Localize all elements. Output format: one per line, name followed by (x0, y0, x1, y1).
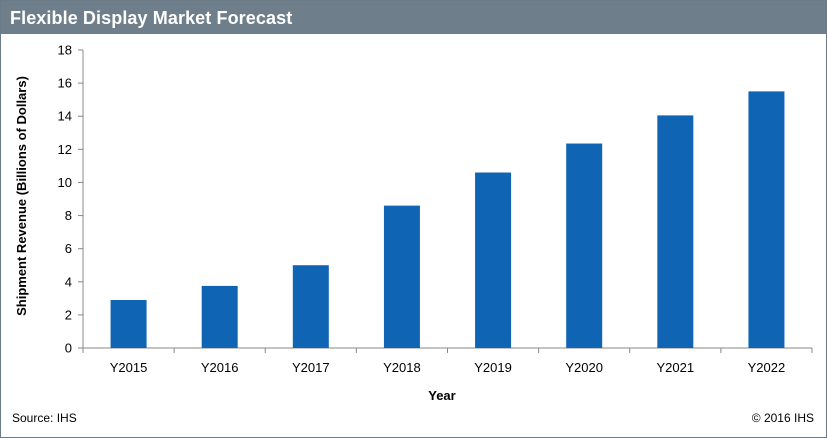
x-tick-label: Y2020 (565, 360, 603, 375)
x-tick-label: Y2016 (201, 360, 239, 375)
y-tick-label: 16 (58, 76, 72, 91)
bar-y2020 (566, 143, 603, 348)
bar-y2019 (475, 172, 512, 348)
chart-title: Flexible Display Market Forecast (10, 8, 293, 28)
x-axis-ticks: Y2015 Y2016 Y2017 Y2018 Y2019 Y2020 Y2021 Y2022 (82, 348, 813, 375)
y-axis-ticks: 0 2 4 6 8 10 12 14 16 18 (58, 43, 83, 356)
bar-y2016 (201, 285, 238, 348)
y-tick-label: 12 (58, 142, 72, 157)
x-tick-label: Y2018 (383, 360, 421, 375)
bar-y2018 (383, 205, 420, 348)
bar-y2017 (292, 265, 329, 348)
source-note: Source: IHS (12, 411, 77, 425)
y-axis-label: Shipment Revenue (Billions of Dollars) (14, 76, 29, 316)
x-axis-label: Year (428, 388, 455, 403)
x-tick-label: Y2022 (748, 360, 786, 375)
y-tick-label: 10 (58, 175, 72, 190)
y-tick-label: 4 (65, 274, 72, 289)
y-tick-label: 0 (65, 341, 72, 356)
title-bar: Flexible Display Market Forecast (1, 1, 826, 34)
y-tick-label: 18 (58, 43, 72, 58)
bar-y2022 (748, 91, 785, 348)
x-tick-label: Y2015 (110, 360, 148, 375)
bar-y2015 (110, 299, 147, 348)
y-tick-label: 6 (65, 241, 72, 256)
bar-y2021 (657, 115, 694, 349)
x-tick-label: Y2017 (292, 360, 330, 375)
y-tick-label: 14 (58, 109, 72, 124)
bars (110, 91, 785, 349)
x-tick-label: Y2021 (657, 360, 695, 375)
x-tick-label: Y2019 (474, 360, 512, 375)
y-tick-label: 8 (65, 208, 72, 223)
copyright-note: © 2016 IHS (751, 411, 814, 425)
y-tick-label: 2 (65, 307, 72, 322)
